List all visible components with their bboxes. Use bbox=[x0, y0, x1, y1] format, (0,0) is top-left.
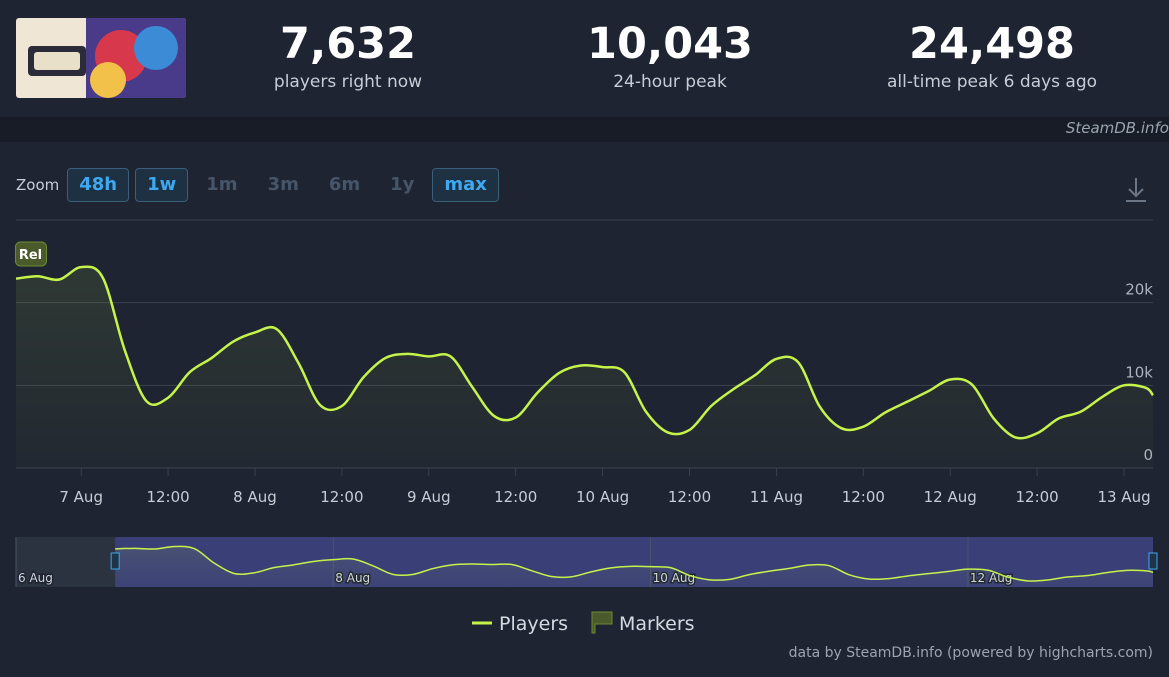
navigator-handle[interactable] bbox=[1148, 552, 1158, 570]
x-tick-label: 12:00 bbox=[494, 488, 537, 506]
x-tick-label: 12:00 bbox=[320, 488, 363, 506]
legend-label: Markers bbox=[619, 613, 695, 635]
x-tick-label: 12 Aug bbox=[924, 488, 977, 506]
game-thumbnail[interactable] bbox=[16, 18, 186, 98]
x-tick-label: 9 Aug bbox=[407, 488, 451, 506]
x-tick-label: 7 Aug bbox=[59, 488, 103, 506]
x-tick-label: 10 Aug bbox=[576, 488, 629, 506]
watermark: SteamDB.info bbox=[1065, 119, 1169, 137]
stat-label: players right now bbox=[273, 72, 423, 92]
y-tick-label: 20k bbox=[1125, 281, 1153, 299]
series-line bbox=[15, 265, 1154, 440]
legend-marker-symbol bbox=[591, 611, 613, 634]
stat-value: 7,632 bbox=[279, 19, 416, 69]
x-tick-label: 12:00 bbox=[842, 488, 885, 506]
stat-value: 10,043 bbox=[587, 19, 753, 69]
thumbnail-art bbox=[16, 18, 186, 98]
zoom-bar: Zoom 48h 1w 1m 3m 6m 1y max bbox=[16, 168, 505, 202]
x-tick-label: 13 Aug bbox=[1097, 488, 1150, 506]
zoom-button[interactable]: max bbox=[432, 168, 499, 202]
stat: 7,632 players right now bbox=[198, 18, 498, 94]
zoom-button: 1m bbox=[206, 174, 238, 195]
stat-label: all-time peak 6 days ago bbox=[886, 72, 1098, 92]
navigator-tick-label: 6 Aug bbox=[18, 571, 53, 585]
download-icon[interactable] bbox=[1126, 178, 1146, 202]
zoom-button: 1y bbox=[390, 174, 415, 195]
navigator-line bbox=[115, 545, 1154, 582]
stat: 24,498 all-time peak 6 days ago bbox=[842, 18, 1142, 94]
annotation-label: Rel bbox=[19, 248, 42, 263]
stat-label: 24-hour peak bbox=[613, 72, 727, 92]
navigator-handle-body bbox=[110, 552, 120, 570]
stat: 10,043 24-hour peak bbox=[520, 18, 820, 94]
zoom-button: 3m bbox=[267, 174, 299, 195]
navigator-handle-body bbox=[1148, 552, 1158, 570]
x-tick-label: 11 Aug bbox=[750, 488, 803, 506]
x-tick-label: 12:00 bbox=[1016, 488, 1059, 506]
zoom-button[interactable]: 1w bbox=[135, 168, 189, 202]
zoom-label: Zoom bbox=[16, 176, 60, 194]
annotation-flag bbox=[14, 241, 47, 267]
header: 7,632 players right now 10,043 24-hour p… bbox=[0, 0, 1169, 117]
x-tick-label: 12:00 bbox=[146, 488, 189, 506]
x-tick-label: 8 Aug bbox=[233, 488, 277, 506]
y-tick-label: 10k bbox=[1125, 363, 1153, 381]
x-tick-label: 12:00 bbox=[668, 488, 711, 506]
credits: data by SteamDB.info (powered by highcha… bbox=[789, 645, 1153, 661]
series-line-area bbox=[16, 266, 1153, 468]
navigator-handle[interactable] bbox=[110, 552, 120, 570]
zoom-button: 6m bbox=[328, 174, 361, 195]
legend-label: Players bbox=[499, 613, 568, 635]
zoom-button[interactable]: 48h bbox=[67, 168, 130, 202]
stat-value: 24,498 bbox=[909, 19, 1075, 69]
